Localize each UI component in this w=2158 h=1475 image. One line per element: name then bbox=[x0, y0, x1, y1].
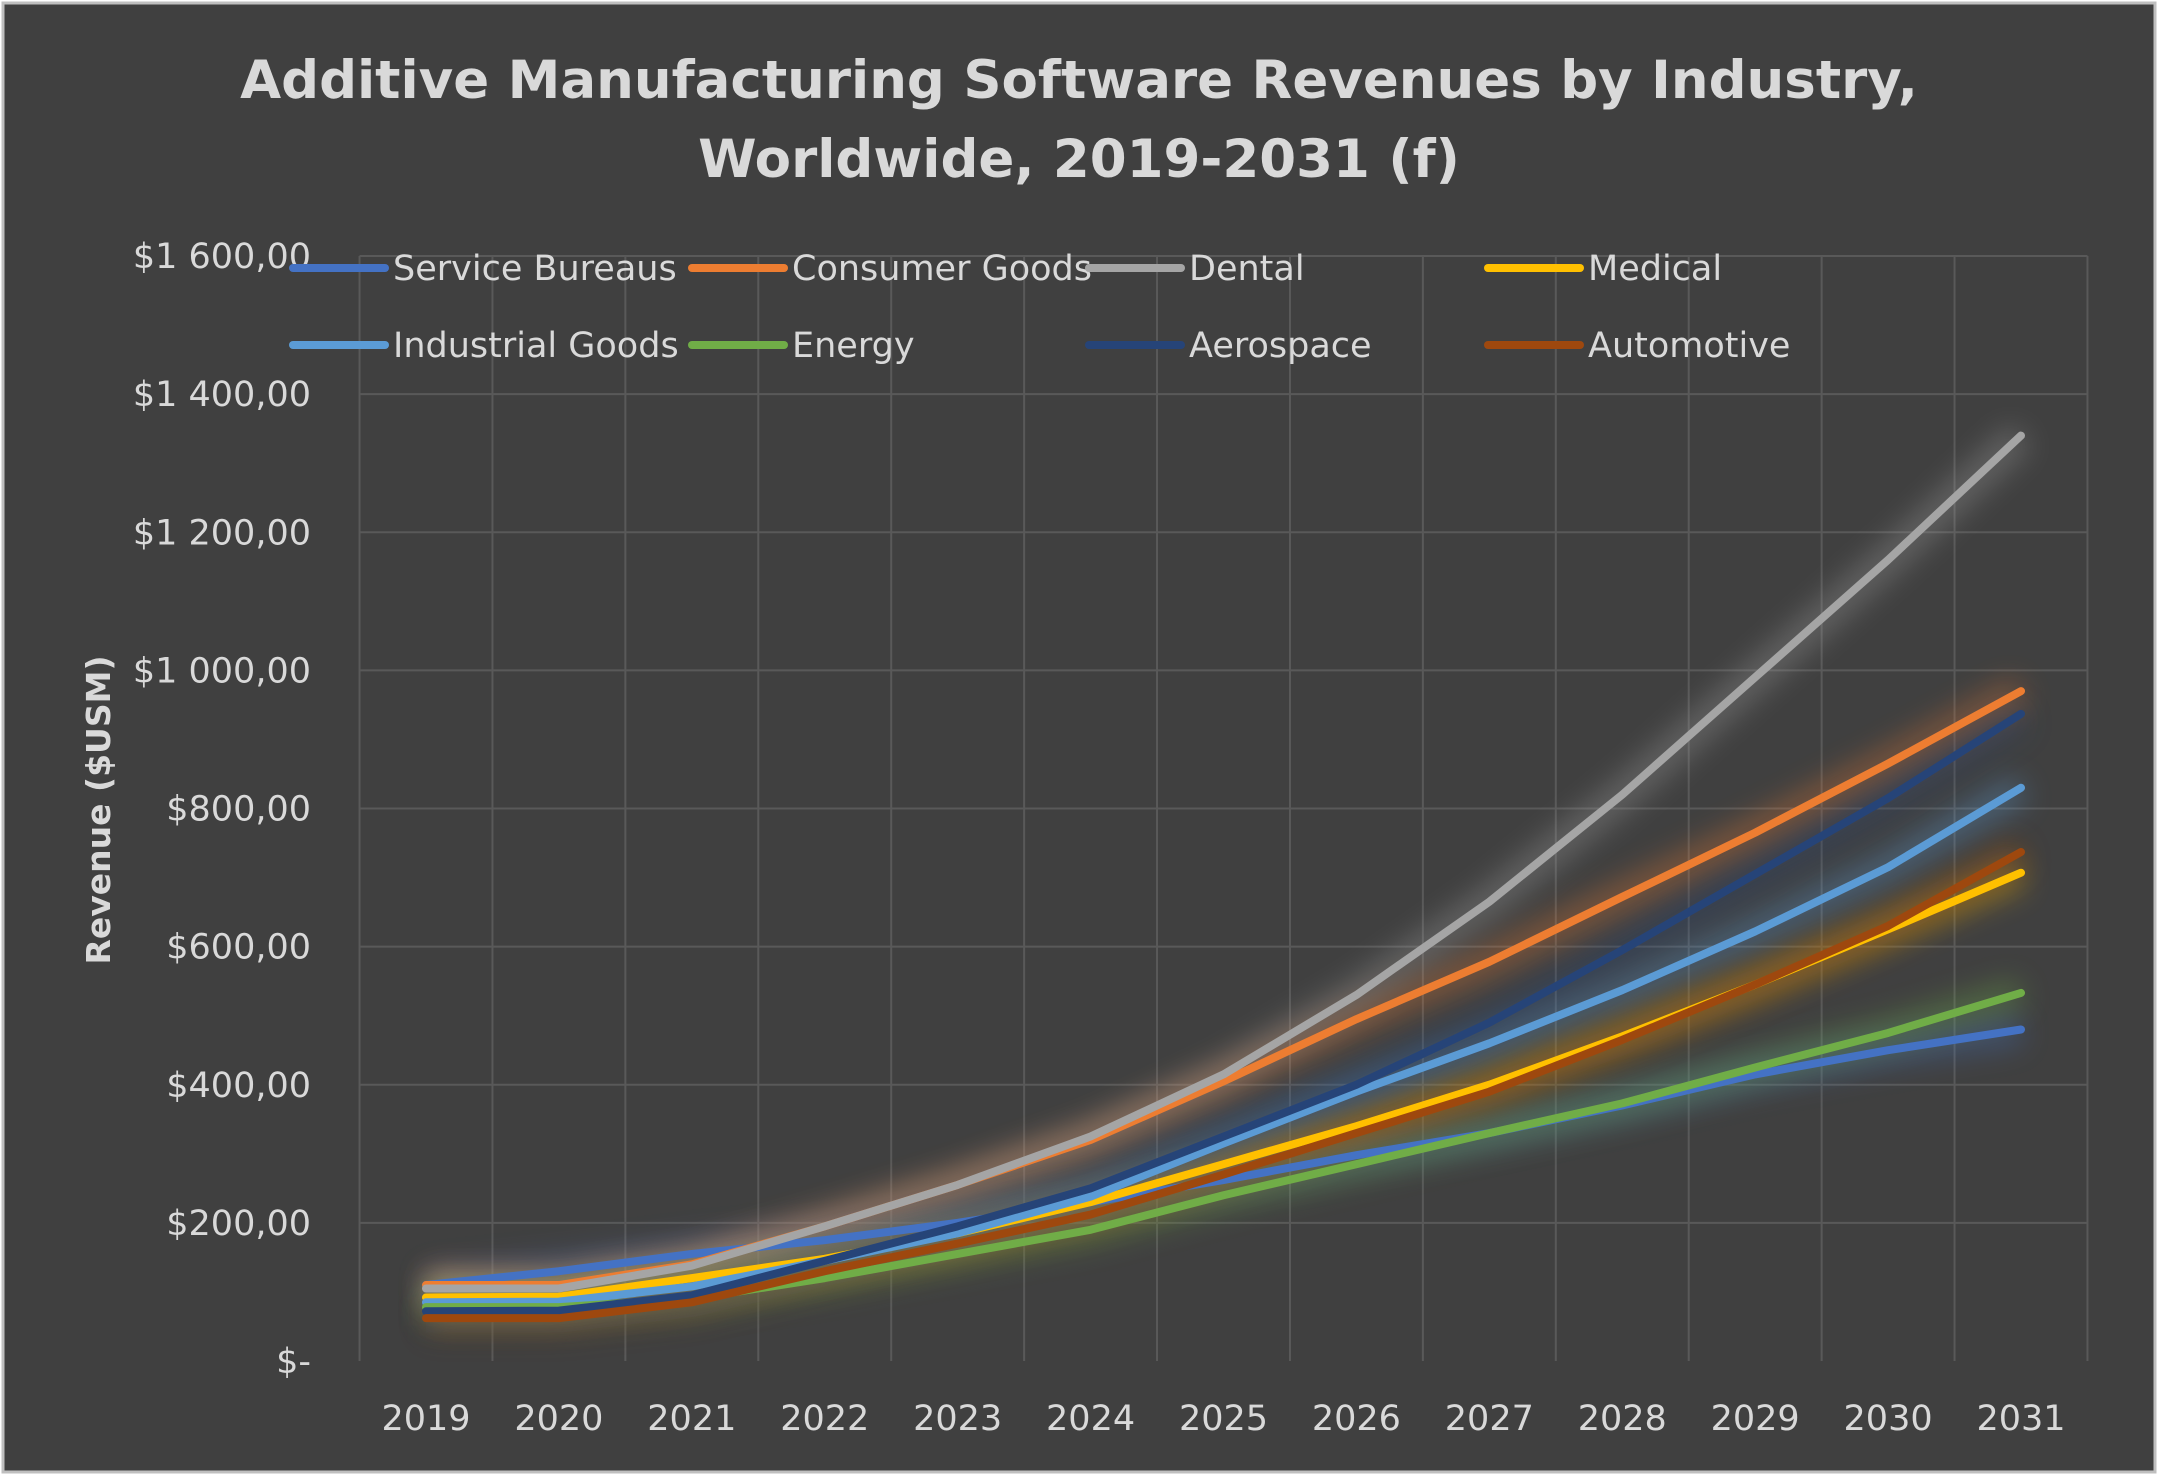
x-tick-label: 2021 bbox=[647, 1399, 736, 1439]
legend-label-service-bureaus: Service Bureaus bbox=[393, 249, 677, 289]
y-axis-title: Revenue ($USM) bbox=[79, 655, 118, 964]
x-tick-label: 2027 bbox=[1445, 1399, 1534, 1439]
x-tick-label: 2025 bbox=[1179, 1399, 1268, 1439]
y-tick-label: $1 600,00 bbox=[133, 237, 311, 277]
x-tick-label: 2022 bbox=[780, 1399, 869, 1439]
x-tick-label: 2028 bbox=[1578, 1399, 1667, 1439]
y-tick-label: $- bbox=[276, 1342, 311, 1382]
x-tick-label: 2031 bbox=[1976, 1399, 2065, 1439]
y-tick-label: $800,00 bbox=[166, 790, 311, 830]
chart-title-line-1: Additive Manufacturing Software Revenues… bbox=[240, 50, 1918, 111]
legend-label-energy: Energy bbox=[792, 326, 915, 366]
chart-title-line-2: Worldwide, 2019-2031 (f) bbox=[698, 129, 1460, 190]
legend-label-aerospace: Aerospace bbox=[1189, 326, 1372, 366]
y-tick-label: $400,00 bbox=[166, 1066, 311, 1106]
x-tick-label: 2023 bbox=[913, 1399, 1002, 1439]
x-tick-label: 2024 bbox=[1046, 1399, 1135, 1439]
y-tick-label: $600,00 bbox=[166, 928, 311, 968]
series-lines bbox=[422, 431, 2025, 1323]
legend-label-medical: Medical bbox=[1588, 249, 1722, 289]
x-tick-label: 2030 bbox=[1844, 1399, 1933, 1439]
y-axis-ticks: $- $200,00 $400,00 $600,00 $800,00 $1 000,00 $… bbox=[133, 237, 311, 1382]
y-tick-label: $1 000,00 bbox=[133, 651, 311, 691]
legend-label-consumer-goods: Consumer Goods bbox=[792, 249, 1092, 289]
x-tick-label: 2026 bbox=[1312, 1399, 1401, 1439]
legend-label-industrial-goods: Industrial Goods bbox=[393, 326, 679, 366]
x-tick-label: 2019 bbox=[381, 1399, 470, 1439]
x-tick-label: 2020 bbox=[514, 1399, 603, 1439]
legend-label-automotive: Automotive bbox=[1588, 326, 1790, 366]
x-axis-ticks: 2019 2020 2021 2022 2023 2024 2025 2026 2027 2028… bbox=[381, 1399, 2065, 1439]
y-tick-label: $1 400,00 bbox=[133, 375, 311, 415]
legend: Service Bureaus Consumer Goods Dental Medic… bbox=[289, 249, 1790, 366]
legend-label-dental: Dental bbox=[1189, 249, 1305, 289]
y-tick-label: $200,00 bbox=[166, 1204, 311, 1244]
y-tick-label: $1 200,00 bbox=[133, 513, 311, 553]
x-tick-label: 2029 bbox=[1711, 1399, 1800, 1439]
